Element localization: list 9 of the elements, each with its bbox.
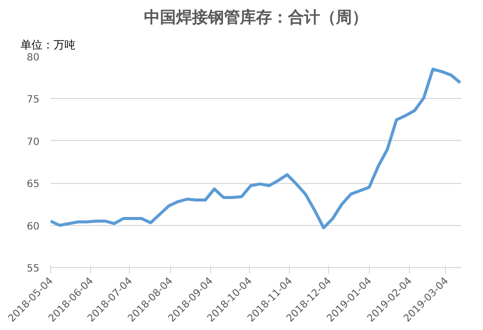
y-tick-label: 80: [26, 52, 40, 64]
y-tick-label: 55: [26, 264, 40, 274]
y-tick-label: 60: [26, 221, 40, 232]
y-tick-label: 70: [26, 136, 40, 148]
text: 单位：万吨: [20, 38, 76, 52]
y-tick-label: 65: [26, 179, 40, 190]
y-tick-label: 75: [26, 94, 40, 106]
chart-title: 中国焊接钢管库存：合计（周）: [144, 8, 368, 26]
line-series: [50, 68, 462, 230]
